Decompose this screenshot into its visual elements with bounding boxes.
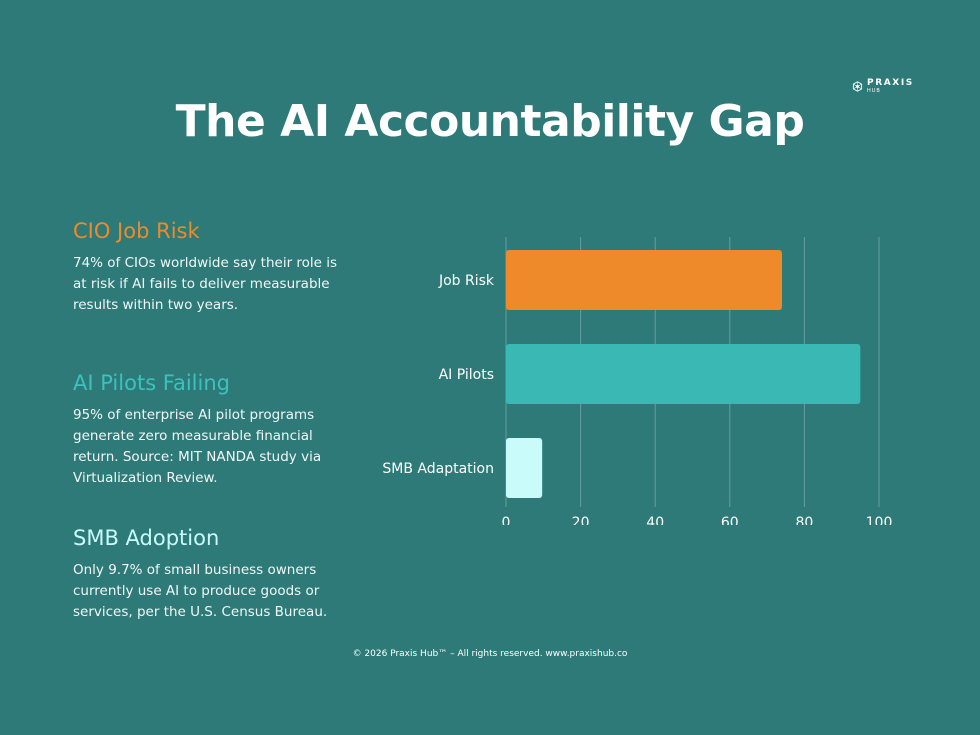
category-label-ai-pilots: AI Pilots — [439, 367, 494, 383]
bar-ai-pilots — [506, 344, 861, 404]
x-tick-label-60: 60 — [721, 515, 739, 525]
brand-name: PRAXIS — [867, 78, 914, 88]
ai-pilots-block: AI Pilots Failing 95% of enterprise AI p… — [73, 371, 343, 489]
x-tick-label-100: 100 — [866, 515, 893, 525]
cio-job-risk-heading: CIO Job Risk — [73, 219, 200, 243]
x-tick-label-0: 0 — [502, 515, 511, 525]
brand-sub: HUB — [867, 88, 881, 94]
bar-job-risk — [506, 250, 783, 310]
cio-job-risk-text: 74% of CIOs worldwide say their role is … — [73, 255, 338, 313]
category-label-job-risk: Job Risk — [438, 273, 495, 289]
ai-pilots-text: 95% of enterprise AI pilot programs gene… — [73, 407, 322, 486]
praxis-hub-logo: PRAXIS HUB — [852, 79, 914, 94]
x-tick-label-80: 80 — [795, 515, 813, 525]
x-tick-label-40: 40 — [646, 515, 664, 525]
smb-adoption-block: SMB Adoption Only 9.7% of small business… — [73, 526, 343, 623]
page-title: The AI Accountability Gap — [175, 96, 805, 147]
hexagon-network-icon — [852, 81, 863, 92]
x-tick-label-20: 20 — [572, 515, 590, 525]
footer-copyright: © 2026 Praxis Hub™ – All rights reserved… — [352, 649, 628, 659]
smb-adoption-heading: SMB Adoption — [73, 526, 220, 550]
category-label-smb-adaptation: SMB Adaptation — [382, 461, 494, 477]
smb-adoption-text: Only 9.7% of small business owners curre… — [73, 562, 328, 620]
bar-smb-adaptation — [506, 438, 543, 498]
ai-pilots-heading: AI Pilots Failing — [73, 371, 230, 395]
cio-job-risk-block: CIO Job Risk 74% of CIOs worldwide say t… — [73, 219, 343, 316]
bar-chart: 0 20 40 60 80 100 Job Risk AI Pilots SMB Adaptat… — [382, 237, 893, 525]
